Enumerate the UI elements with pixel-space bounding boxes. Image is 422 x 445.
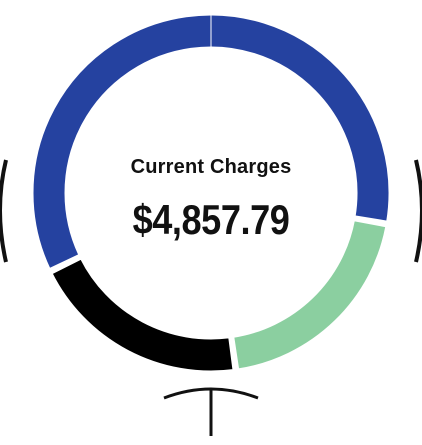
pointer-tee-icon (163, 387, 259, 436)
ring-segments (30, 12, 392, 374)
current-charges-amount: $4,857.79 (132, 196, 290, 243)
ring-segment-blue (30, 12, 392, 272)
ring-segment-green (230, 217, 389, 372)
current-charges-label: Current Charges (130, 156, 292, 178)
ring-segment-black (48, 255, 236, 374)
chevron-left-icon[interactable] (0, 159, 8, 263)
